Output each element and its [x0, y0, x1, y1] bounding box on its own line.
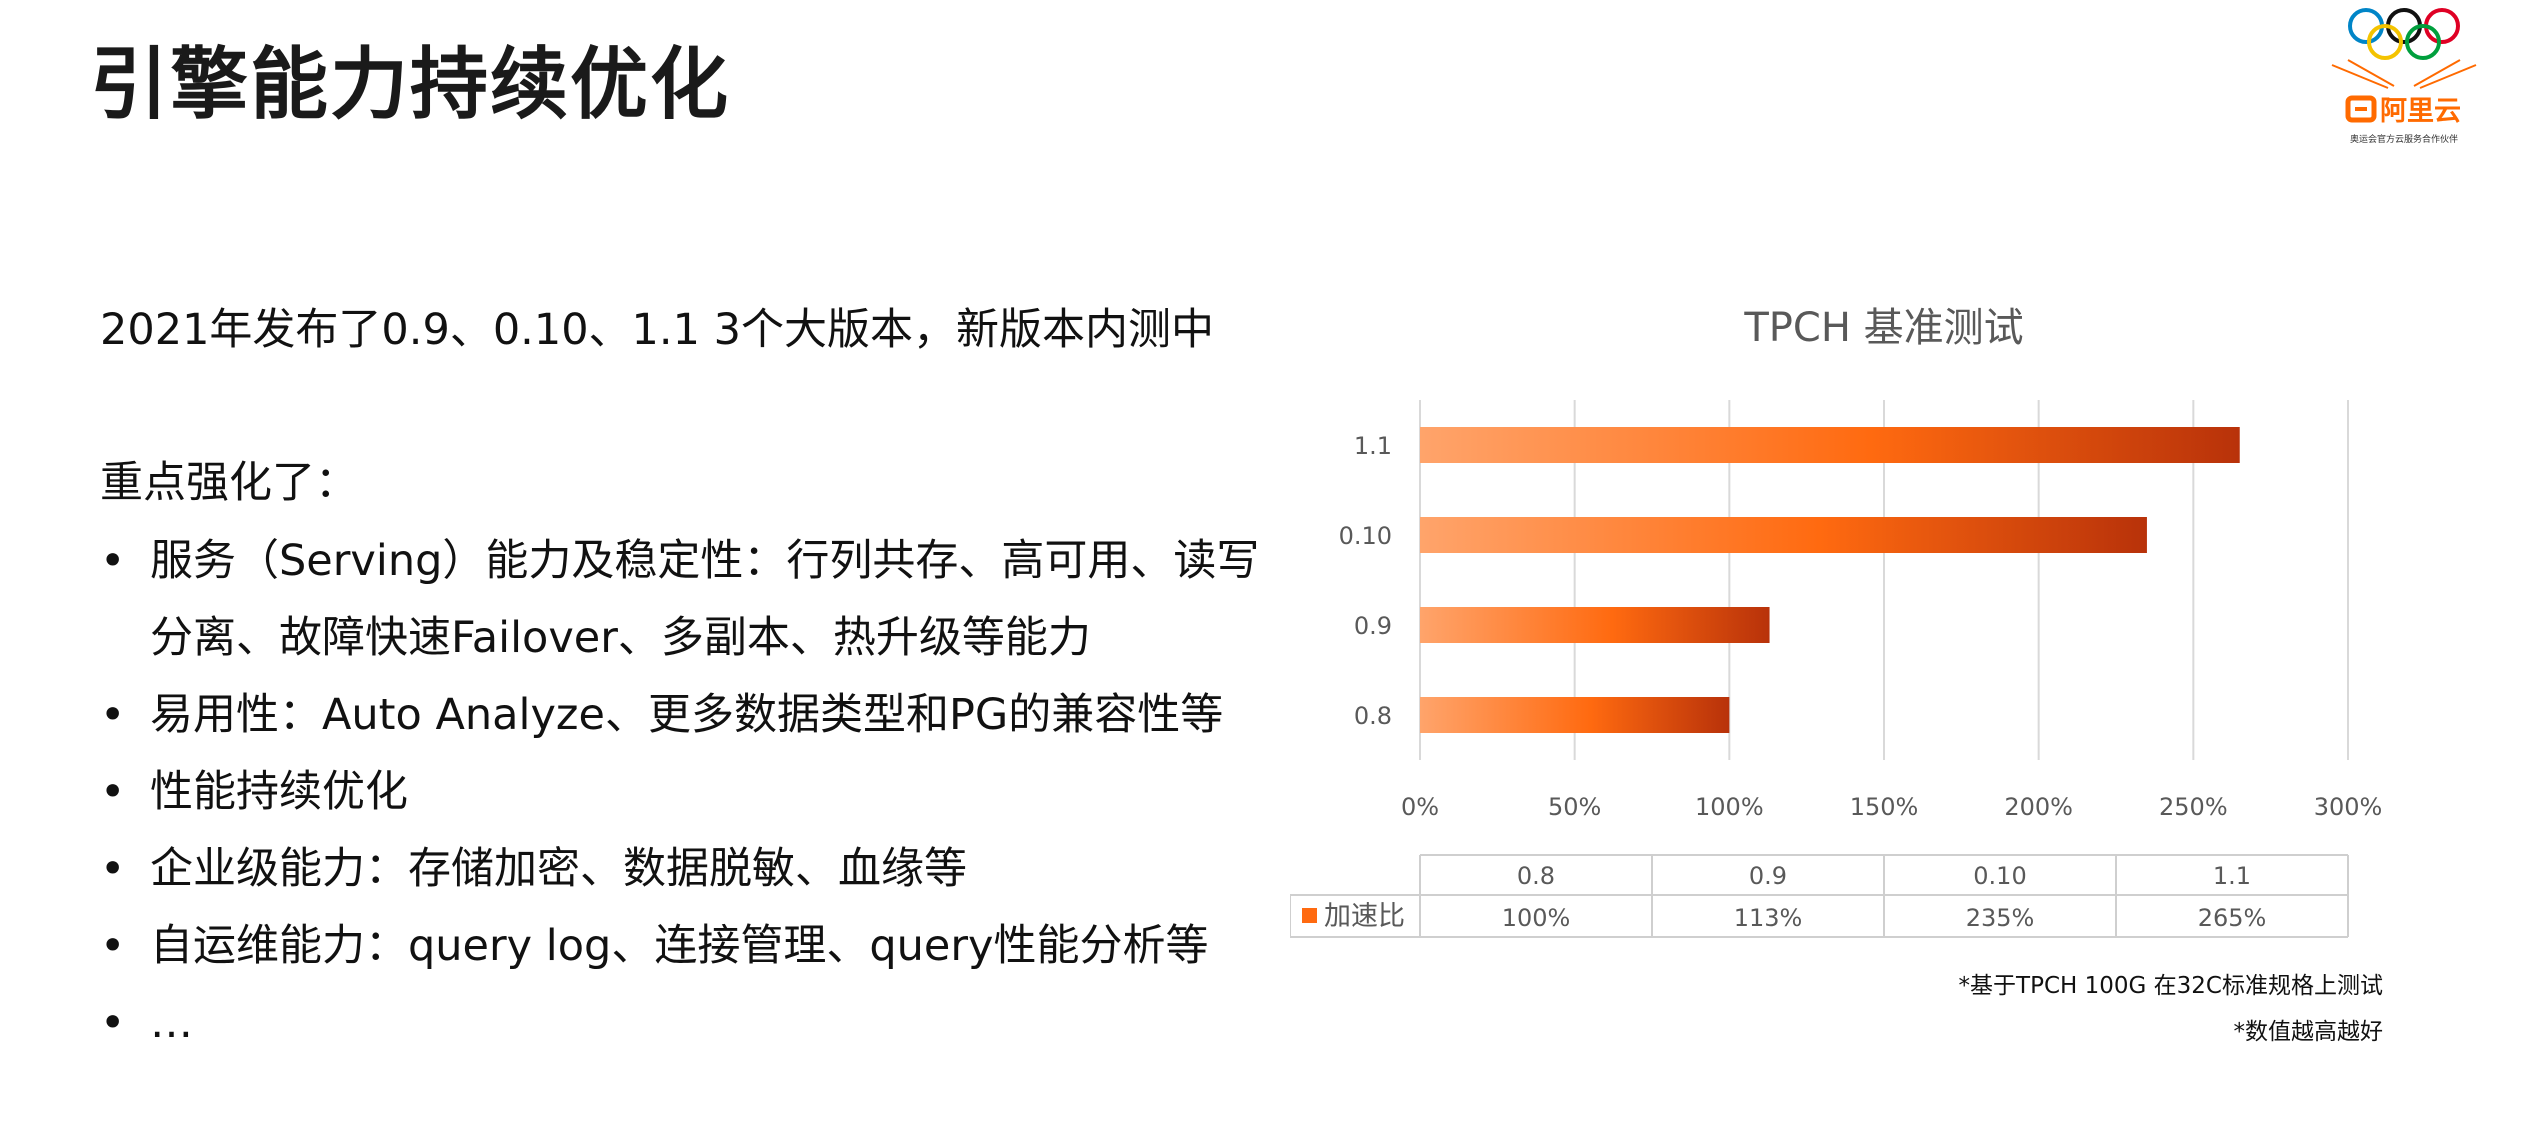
bar-0.10	[1420, 517, 2147, 553]
table-header-cell: 0.8	[1517, 862, 1555, 890]
y-tick-label: 1.1	[1354, 432, 1392, 460]
svg-text:奥运会官方云服务合作伙伴: 奥运会官方云服务合作伙伴	[2350, 133, 2458, 145]
feature-more-text: …	[150, 998, 193, 1048]
table-value-cell: 100%	[1502, 904, 1571, 932]
legend-swatch	[1302, 908, 1317, 923]
feature-self-ops: • 自运维能力：query log、连接管理、query性能分析等	[100, 908, 1280, 985]
feature-usability-text: 易用性：Auto Analyze、更多数据类型和PG的兼容性等	[150, 690, 1224, 740]
bar-0.8	[1420, 697, 1730, 733]
bar-0.9	[1420, 607, 1770, 643]
x-tick-label: 250%	[2159, 793, 2228, 821]
footnote-test-spec: *基于TPCH 100G 在32C标准规格上测试	[1958, 973, 2383, 999]
feature-enterprise-text: 企业级能力：存储加密、数据脱敏、血缘等	[150, 844, 967, 894]
feature-list: • 服务（Serving）能力及稳定性：行列共存、高可用、读写分离、故障快速Fai…	[100, 523, 1280, 1062]
x-tick-label: 200%	[2004, 793, 2073, 821]
table-value-cell: 113%	[1734, 904, 1803, 932]
bullet-dot: •	[100, 998, 126, 1048]
table-value-cell: 265%	[2198, 904, 2267, 932]
x-tick-label: 150%	[1850, 793, 1919, 821]
feature-performance-text: 性能持续优化	[150, 767, 408, 817]
feature-self-ops-text: 自运维能力：query log、连接管理、query性能分析等	[150, 921, 1209, 971]
bullet-dot: •	[100, 536, 126, 586]
bar-1.1	[1420, 427, 2240, 463]
footnote-higher-better: *数值越高越好	[2233, 1019, 2384, 1045]
table-header-cell: 1.1	[2213, 862, 2251, 890]
y-tick-label: 0.8	[1354, 702, 1392, 730]
x-tick-label: 50%	[1548, 793, 1601, 821]
feature-more: •…	[100, 985, 1280, 1062]
bullet-dot: •	[100, 767, 126, 817]
release-summary: 2021年发布了0.9、0.10、1.1 3个大版本，新版本内测中	[100, 305, 1214, 355]
feature-performance: • 性能持续优化	[100, 754, 1280, 831]
x-tick-label: 300%	[2314, 793, 2383, 821]
x-tick-label: 0%	[1401, 793, 1439, 821]
tpch-benchmark-chart: TPCH 基准测试 0% 50% 100% 150% 200% 250% 300% 0.8 0.9…	[1290, 305, 2383, 938]
feature-usability: • 易用性：Auto Analyze、更多数据类型和PG的兼容性等	[100, 677, 1280, 754]
focus-heading: 重点强化了：	[100, 458, 358, 508]
table-header-cell: 0.10	[1973, 862, 2026, 890]
chart-title: TPCH 基准测试	[1743, 305, 2023, 351]
feature-serving: • 服务（Serving）能力及稳定性：行列共存、高可用、读写分离、故障快速Fai…	[100, 523, 1280, 677]
page-title: 引擎能力持续优化	[90, 40, 731, 130]
bullet-dot: •	[100, 921, 126, 971]
x-tick-label: 100%	[1695, 793, 1764, 821]
feature-enterprise: • 企业级能力：存储加密、数据脱敏、血缘等	[100, 831, 1280, 908]
table-header-cell: 0.9	[1749, 862, 1787, 890]
feature-serving-text: 服务（Serving）能力及稳定性：行列共存、高可用、读写分离、故障快速Fail…	[150, 536, 1260, 663]
svg-text:阿里云: 阿里云	[2380, 96, 2461, 127]
table-row-label: 加速比	[1324, 901, 1405, 932]
bullet-dot: •	[100, 690, 126, 740]
table-value-cell: 235%	[1966, 904, 2035, 932]
y-tick-label: 0.9	[1354, 612, 1392, 640]
bullet-dot: •	[100, 844, 126, 894]
y-tick-label: 0.10	[1339, 522, 1392, 550]
alibaba-cloud-logo: 阿里云 奥运会官方云服务合作伙伴	[2310, 0, 2529, 154]
